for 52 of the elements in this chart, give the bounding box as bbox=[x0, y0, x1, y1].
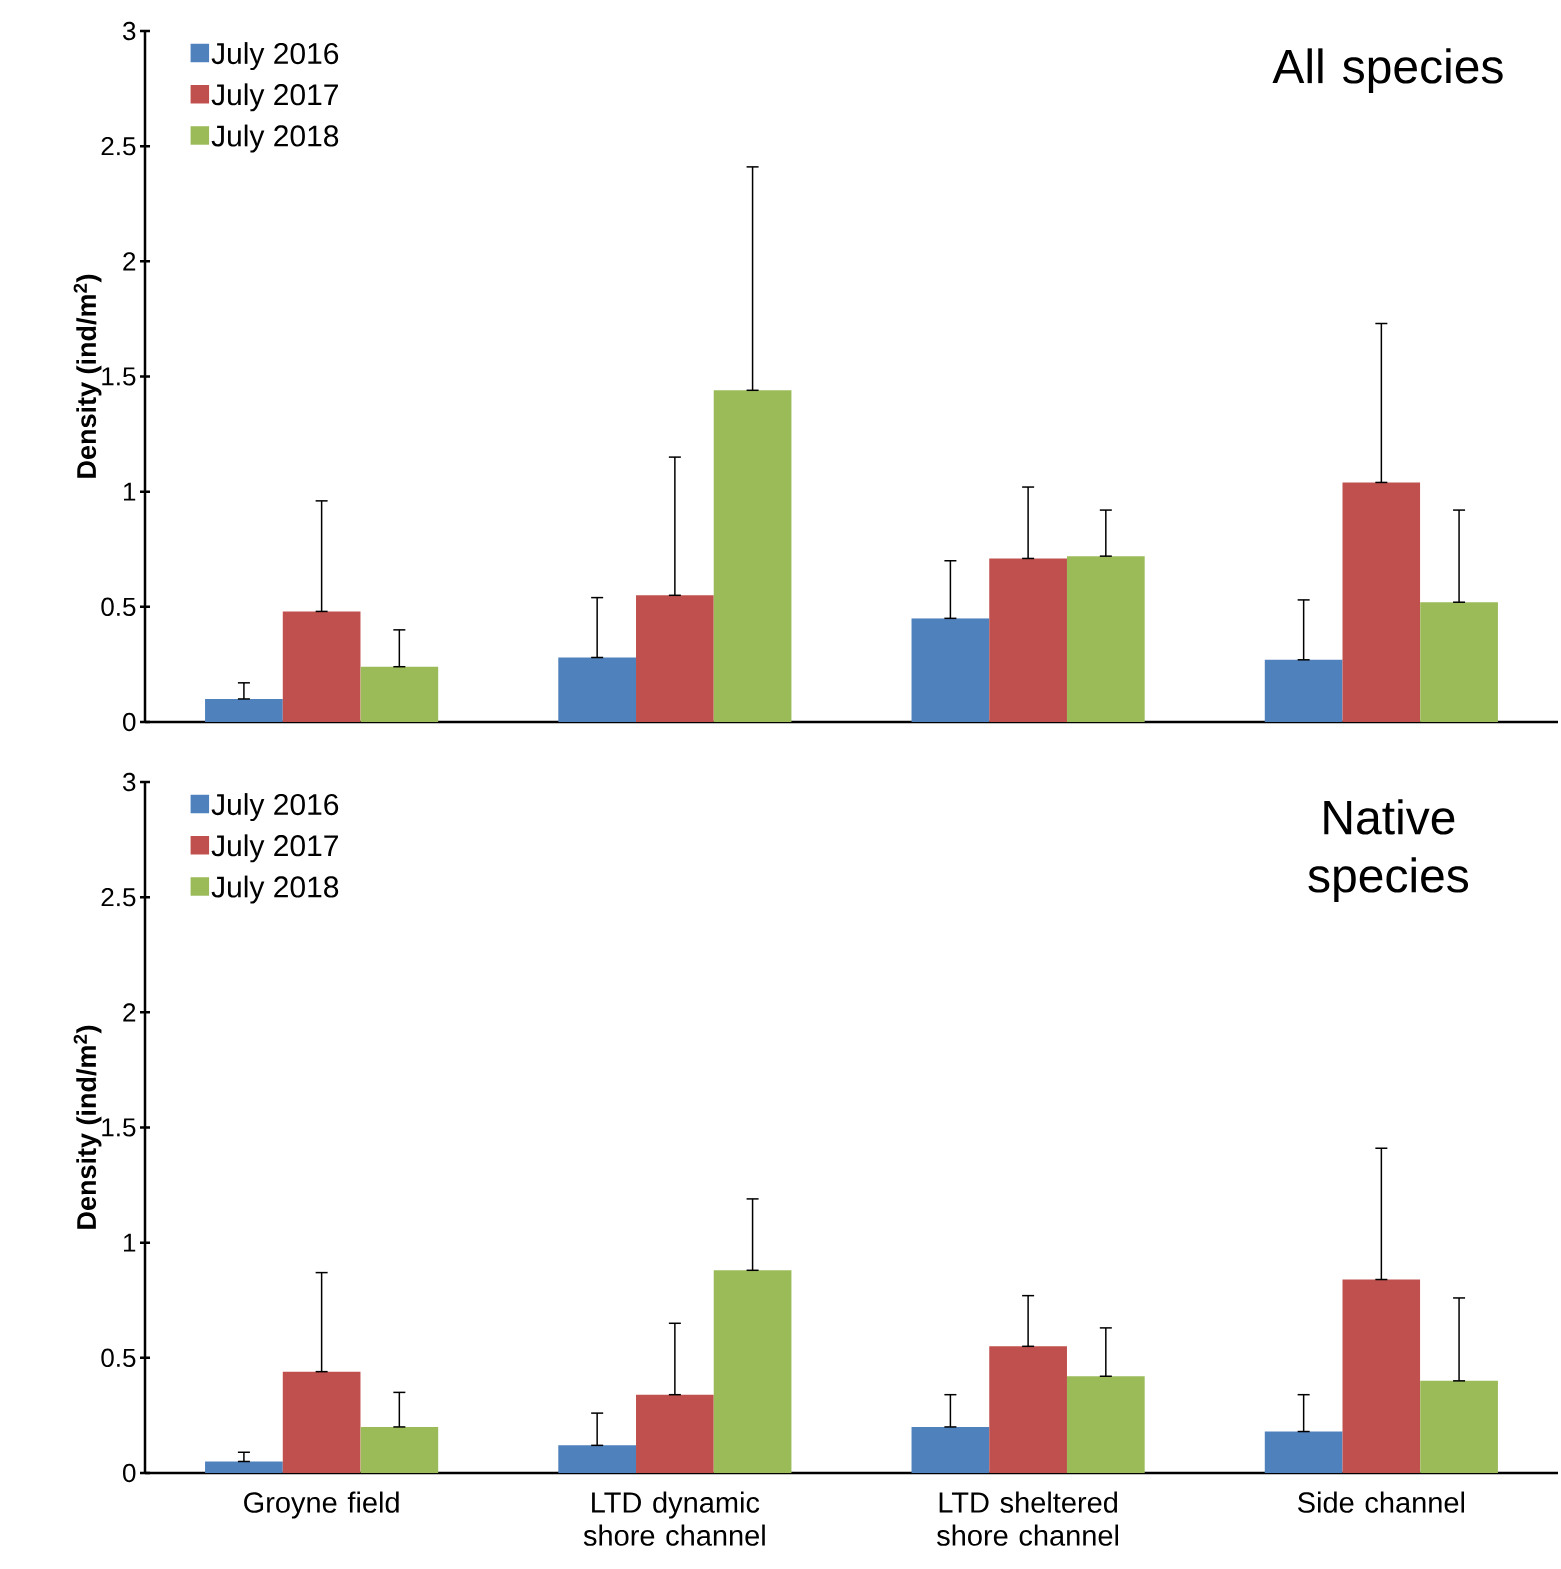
bar bbox=[282, 611, 361, 722]
y-tick-label: 1.5 bbox=[102, 1118, 136, 1137]
bar bbox=[911, 1426, 990, 1473]
bar bbox=[282, 1371, 361, 1473]
bar bbox=[1420, 1380, 1498, 1473]
bar bbox=[713, 390, 792, 722]
bar bbox=[360, 1426, 439, 1473]
y-tick-label: 0.5 bbox=[101, 597, 136, 617]
y-tick-label: 2 bbox=[123, 252, 136, 271]
y-tick-label: 2 bbox=[123, 1003, 136, 1022]
text: Native species bbox=[1308, 799, 1469, 903]
bar bbox=[558, 1445, 637, 1473]
x-tick-label: Groyne field bbox=[244, 1491, 399, 1519]
bar bbox=[1342, 1279, 1421, 1473]
bar bbox=[1066, 1376, 1145, 1473]
bar bbox=[636, 595, 714, 722]
legend-label: July 2018 bbox=[211, 124, 339, 153]
y-tick-label: 1.5 bbox=[102, 367, 136, 386]
bar bbox=[713, 1270, 792, 1473]
y-tick-label: 2.5 bbox=[101, 136, 136, 156]
bar bbox=[1264, 659, 1343, 722]
bar bbox=[205, 698, 283, 722]
y-tick-label: 1 bbox=[123, 482, 136, 501]
y-tick-label: 1 bbox=[123, 1233, 136, 1252]
bar bbox=[1066, 556, 1145, 722]
legend-label: July 2016 bbox=[211, 793, 339, 822]
legend-label: July 2016 bbox=[211, 42, 339, 71]
bar bbox=[636, 1394, 714, 1473]
legend-label: July 2017 bbox=[211, 834, 338, 863]
x-tick-label: LTD dynamic shore channel bbox=[583, 1491, 765, 1546]
x-tick-label: Side channel bbox=[1298, 1491, 1465, 1513]
bar bbox=[989, 558, 1067, 722]
legend-label: July 2017 bbox=[211, 83, 338, 112]
chart-title: All species bbox=[1272, 48, 1503, 94]
text: Density (ind/m$^{2}$) bbox=[73, 274, 102, 478]
bar bbox=[989, 1346, 1067, 1473]
bar bbox=[1342, 482, 1421, 722]
bar bbox=[1420, 602, 1498, 722]
bar bbox=[911, 618, 990, 722]
y-tick-label: 0 bbox=[123, 712, 136, 732]
y-tick-label: 0.5 bbox=[101, 1348, 136, 1368]
y-tick-label: 2.5 bbox=[101, 887, 136, 907]
bar bbox=[1264, 1431, 1343, 1473]
x-tick-label: LTD sheltered shore channel bbox=[937, 1491, 1119, 1546]
y-tick-label: 3 bbox=[122, 772, 136, 792]
y-tick-label: 0 bbox=[123, 1463, 136, 1483]
bar bbox=[360, 666, 439, 722]
bar bbox=[558, 657, 637, 722]
y-tick-label: 3 bbox=[122, 21, 136, 41]
legend-label: July 2018 bbox=[211, 875, 339, 904]
text: Density (ind/m$^{2}$) bbox=[73, 1025, 102, 1229]
bar bbox=[205, 1461, 283, 1473]
